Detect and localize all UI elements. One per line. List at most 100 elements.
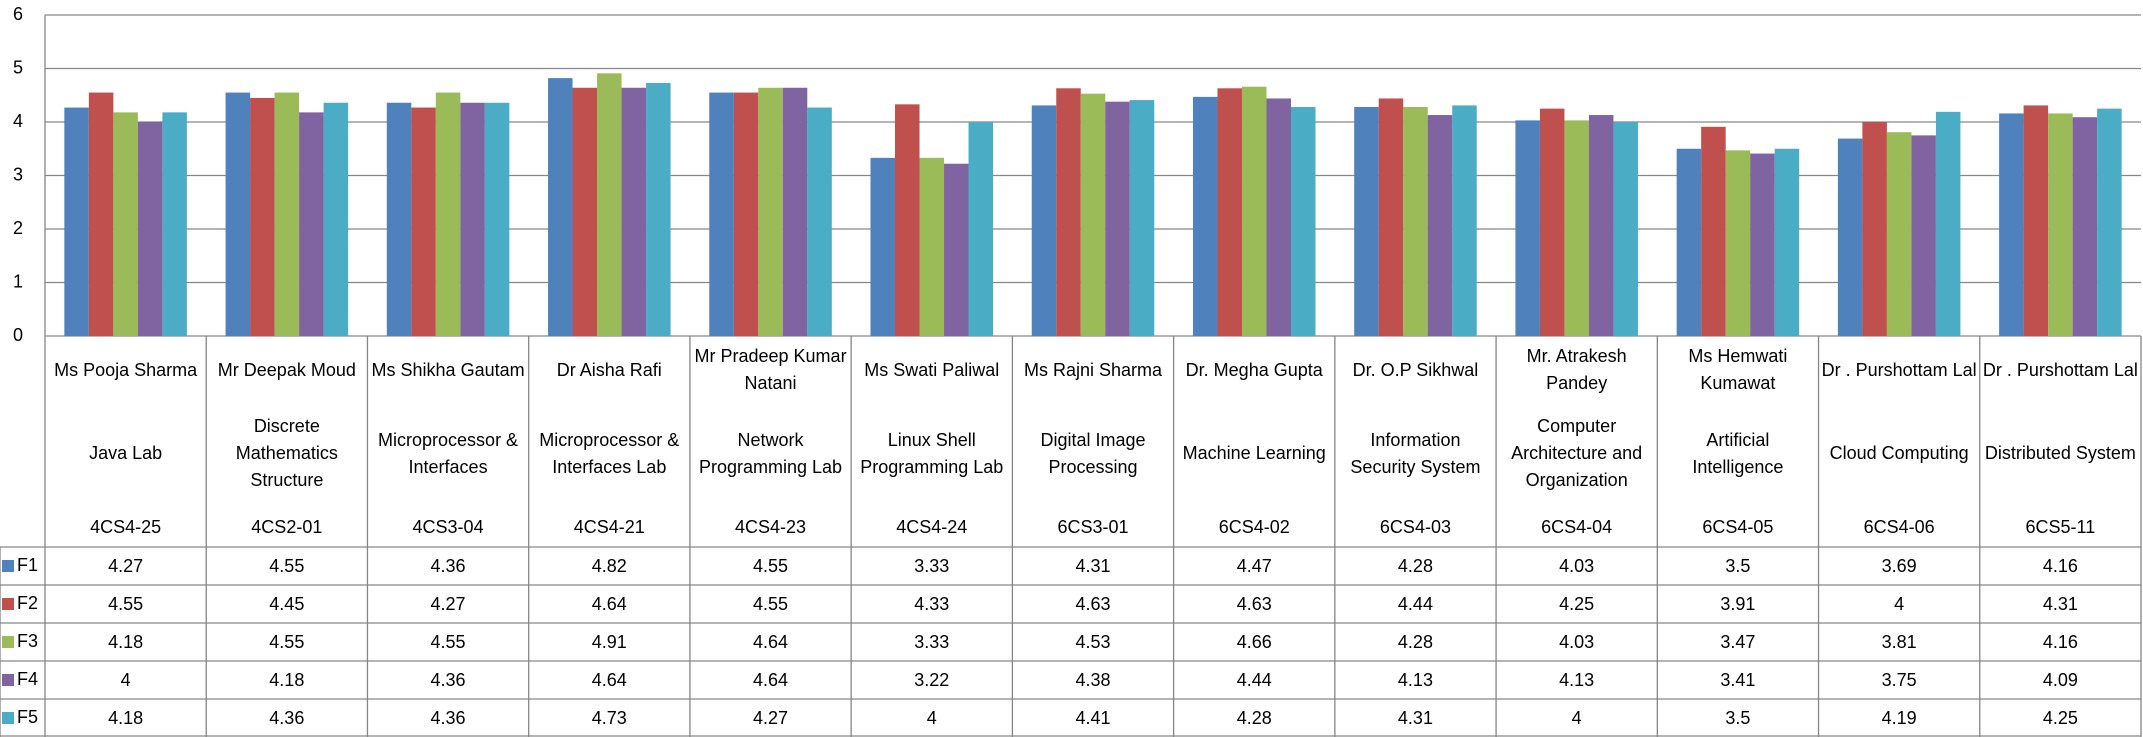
table-value: 4.44 [1397, 593, 1433, 614]
bar [1701, 126, 1726, 336]
teacher-name: Ms Pooja Sharma [54, 359, 198, 380]
table-value: 4.16 [2042, 555, 2078, 576]
table-value: 4.55 [108, 593, 144, 614]
bar [1588, 115, 1614, 336]
table-value: 4.18 [108, 707, 144, 728]
bar [895, 104, 920, 336]
y-tick-label: 5 [13, 57, 23, 77]
legend-key [2, 636, 14, 648]
table-value: 4.31 [1397, 707, 1433, 728]
subject-name: Network Programming Lab [698, 429, 843, 477]
bar [1774, 148, 1800, 336]
course-code: 4CS4-21 [573, 516, 645, 537]
bar [919, 157, 945, 336]
legend-key [2, 712, 14, 724]
table-value: 3.47 [1720, 631, 1756, 652]
bar [274, 92, 300, 336]
table-value: 4.36 [430, 707, 466, 728]
bar [2097, 108, 2122, 336]
table-value: 4.31 [1075, 555, 1111, 576]
course-code: 4CS4-23 [735, 516, 807, 537]
y-tick-label: 2 [13, 218, 23, 238]
bar [460, 102, 485, 337]
table-value: 4.64 [591, 593, 627, 614]
bar [1613, 122, 1638, 336]
table-value: 4.13 [1559, 669, 1595, 690]
subject-name: Java Lab [89, 443, 163, 463]
table-value: 4.64 [591, 669, 627, 690]
teacher-name: Ms Rajni Sharma [1023, 359, 1162, 380]
y-tick-label: 1 [13, 271, 23, 291]
table-value: 3.91 [1720, 593, 1756, 614]
category-label: Ms Shikha Gautam Microprocessor & Interfa… [367, 340, 528, 547]
table-value: 4 [1894, 593, 1905, 614]
legend-label: F3 [17, 631, 38, 651]
table-value: 4.64 [753, 669, 789, 690]
category-label: Mr Deepak Moud Discrete Mathematics Struc… [206, 340, 367, 547]
subject-name: Artificial Intelligence [1692, 429, 1784, 477]
table-value: 4.63 [1236, 593, 1272, 614]
table-value: 4.82 [591, 555, 627, 576]
table-value: 4.27 [430, 593, 466, 614]
table-value: 4.27 [753, 707, 789, 728]
teacher-name: Ms Hemwati Kumawat [1688, 346, 1788, 393]
bar [597, 73, 622, 336]
course-code: 4CS3-04 [412, 516, 484, 537]
bar [2023, 105, 2049, 336]
teacher-name: Dr . Purshottam Lal [1821, 359, 1977, 380]
bar [162, 112, 187, 337]
table-value: 4.33 [914, 593, 950, 614]
table-value: 4.18 [269, 669, 305, 690]
bar [733, 92, 759, 336]
teacher-name: Mr Pradeep Kumar Natani [694, 346, 847, 393]
table-value: 3.33 [914, 631, 950, 652]
table-value: 4.73 [591, 707, 627, 728]
table-value: 4.63 [1075, 593, 1111, 614]
bar [621, 87, 647, 336]
table-value: 4.55 [269, 555, 305, 576]
category-label: Ms Pooja Sharma Java Lab 4CS4-25 [45, 340, 206, 547]
bar [299, 112, 324, 337]
bar [1539, 108, 1565, 336]
legend-label: F2 [17, 593, 38, 613]
bar [1862, 122, 1887, 336]
course-code: 4CS4-24 [896, 516, 968, 537]
bar [225, 92, 251, 336]
table-value: 4.16 [2042, 631, 2078, 652]
table-value: 4.45 [269, 593, 305, 614]
bar [968, 122, 994, 336]
legend-key [2, 674, 14, 686]
bar [2048, 113, 2073, 336]
bar [758, 87, 783, 336]
bar [1935, 111, 1961, 337]
table-value: 4.13 [1397, 669, 1433, 690]
bar [1452, 105, 1477, 336]
table-value: 4.28 [1397, 631, 1433, 652]
bar [250, 97, 275, 336]
bar [1837, 138, 1863, 336]
subject-name: Discrete Mathematics Structure [235, 416, 338, 490]
subject-name: Cloud Computing [1829, 443, 1969, 463]
table-value: 4.03 [1559, 555, 1595, 576]
table-value: 4.18 [108, 631, 144, 652]
legend-label: F5 [17, 707, 38, 727]
table-value: 4.03 [1559, 631, 1595, 652]
bar [64, 107, 89, 337]
bar [137, 122, 163, 336]
category-label: Dr. Megha Gupta Machine Learning 6CS4-02 [1174, 340, 1335, 547]
course-code: 6CS4-05 [1702, 516, 1774, 537]
subject-name: Computer Architecture and Organization [1511, 416, 1643, 490]
table-value: 4.38 [1075, 669, 1111, 690]
subject-name: Digital Image Processing [1040, 429, 1146, 477]
category-label: Dr . Purshottam Lal Distributed System 6CS… [1980, 340, 2141, 547]
subject-name: Microprocessor & Interfaces Lab [539, 429, 680, 477]
subject-name: Information Security System [1350, 429, 1481, 477]
table-value: 4.53 [1075, 631, 1111, 652]
table-value: 4.66 [1236, 631, 1272, 652]
course-code: 4CS4-25 [90, 516, 162, 537]
y-tick-label: 6 [13, 4, 23, 24]
table-value: 4.27 [108, 555, 144, 576]
teacher-name: Ms Shikha Gautam [371, 359, 525, 380]
table-value: 4.55 [753, 555, 789, 576]
bar [944, 163, 969, 336]
